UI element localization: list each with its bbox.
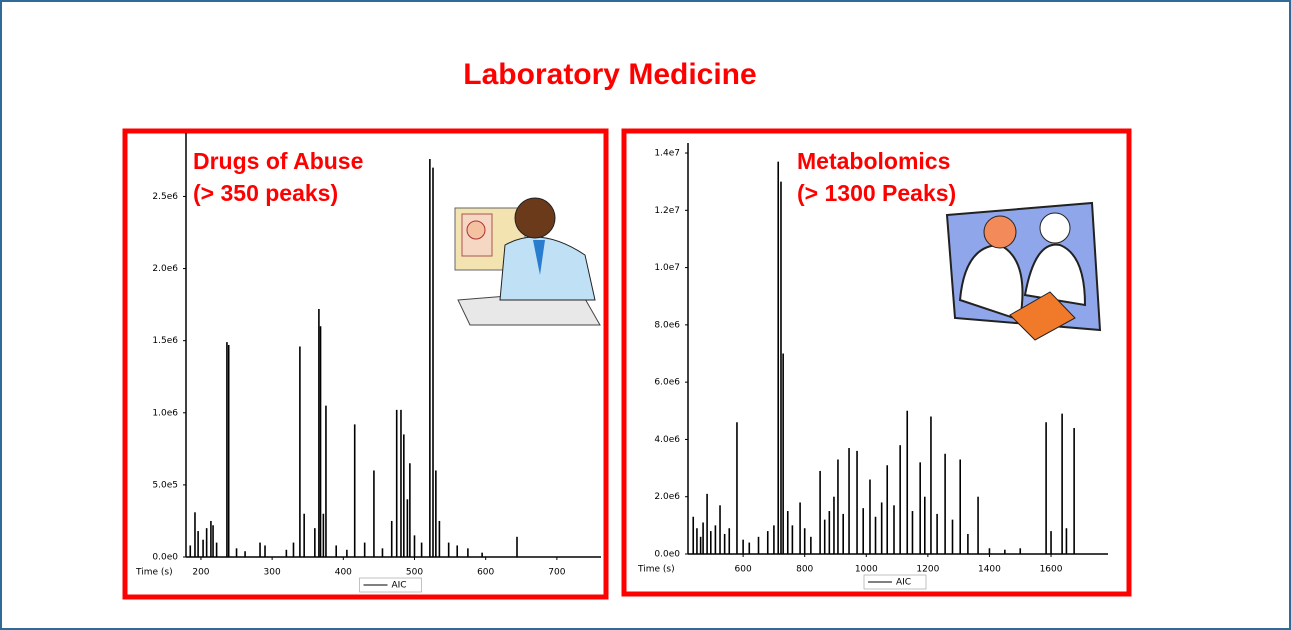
x-tick-label: 500: [406, 568, 423, 578]
annotation: Drugs of Abuse: [193, 148, 363, 174]
x-tick-label: 700: [548, 568, 565, 578]
x-tick-label: 400: [335, 568, 352, 578]
y-tick-label: 2.0e6: [152, 264, 178, 274]
y-tick-label: 0.0e0: [152, 553, 178, 563]
legend-box: [863, 574, 927, 590]
y-tick-label: 1.0e7: [654, 263, 680, 273]
x-tick-label: 300: [264, 568, 281, 578]
y-tick-label: 6.0e6: [654, 378, 680, 388]
x-tick-label: 1600: [1040, 565, 1063, 575]
x-tick-label: 800: [796, 565, 813, 575]
panel-frame: [621, 128, 1132, 597]
legend-label: AIC: [896, 578, 911, 588]
clipart-doctor: [454, 197, 601, 326]
y-tick-label: 0.0e0: [654, 550, 680, 560]
slide-title: Laboratory Medicine: [463, 58, 756, 91]
x-axis-label: Time (s): [637, 565, 675, 575]
y-tick-label: 2.0e6: [654, 492, 680, 502]
x-tick-label: 600: [735, 565, 752, 575]
y-tick-label: 1.4e7: [654, 149, 680, 159]
x-tick-label: 1200: [916, 565, 939, 575]
x-axis-label: Time (s): [135, 568, 173, 578]
clipart-researchers: [945, 201, 1102, 341]
annotation: (> 1300 Peaks): [797, 180, 956, 206]
y-tick-label: 1.5e6: [152, 336, 178, 346]
x-tick-label: 600: [477, 568, 494, 578]
y-tick-label: 8.0e6: [654, 320, 680, 330]
y-tick-label: 1.0e6: [152, 408, 178, 418]
legend-label: AIC: [392, 581, 407, 591]
annotation: (> 350 peaks): [193, 180, 338, 206]
y-tick-label: 2.5e6: [152, 192, 178, 202]
panel-frame: [122, 128, 609, 600]
x-tick-label: 1400: [978, 565, 1001, 575]
legend-box: [359, 577, 422, 593]
x-tick-label: 1000: [855, 565, 878, 575]
y-tick-label: 4.0e6: [654, 435, 680, 445]
x-tick-label: 200: [192, 568, 209, 578]
annotation: Metabolomics: [797, 148, 950, 174]
y-tick-label: 5.0e5: [152, 480, 178, 490]
y-tick-label: 1.2e7: [654, 206, 680, 216]
